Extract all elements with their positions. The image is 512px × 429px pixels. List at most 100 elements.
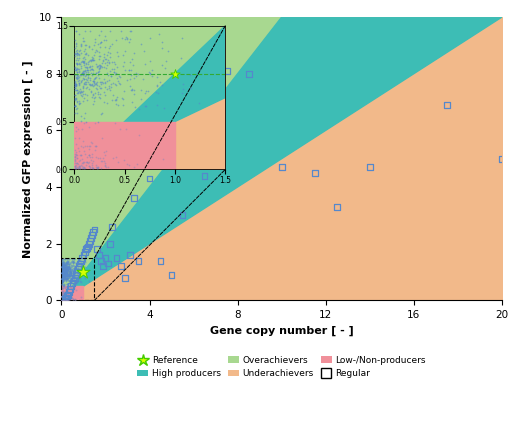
Point (63, 276, 71, 283)
Point (121, 48, 130, 54)
Point (69, 259, 77, 266)
Point (64, 257, 72, 264)
Point (99, 57, 107, 63)
Point (58, 267, 66, 274)
Point (88, 165, 96, 172)
Point (62, 262, 70, 269)
Point (89, 57, 97, 63)
Point (94, 164, 102, 171)
Point (127, 27, 136, 34)
Point (58, 296, 66, 302)
Point (115, 80, 123, 87)
Point (141, 103, 149, 110)
Point (59, 265, 68, 272)
Bar (61, 258, 94, 300)
Point (72, 48, 80, 54)
Point (58, 269, 66, 276)
Point (100, 89, 108, 96)
Point (58, 266, 66, 272)
Point (61, 296, 69, 303)
Point (64, 291, 72, 298)
Point (73, 50, 81, 57)
Point (58, 290, 66, 297)
Point (101, 91, 109, 98)
Point (109, 92, 117, 99)
Point (84, 51, 92, 58)
Point (62, 274, 70, 281)
Point (58, 272, 66, 278)
Point (59, 272, 68, 279)
Point (74, 258, 82, 265)
Point (97, 27, 105, 34)
Point (65, 266, 73, 273)
Point (61, 275, 70, 282)
Point (64, 263, 72, 269)
Point (95, 61, 103, 68)
Point (76, 90, 84, 97)
Point (60, 295, 68, 302)
Point (94, 69, 102, 76)
Point (65, 263, 73, 270)
Point (62, 283, 71, 290)
Point (89, 57, 97, 64)
Point (132, 73, 140, 80)
Point (60, 267, 68, 274)
Point (101, 163, 109, 170)
Point (67, 278, 75, 285)
Point (73, 61, 81, 68)
Point (64, 259, 72, 266)
Point (76, 260, 84, 267)
Point (73, 270, 81, 277)
Point (60, 269, 69, 276)
Point (81, 80, 89, 87)
Point (57, 294, 66, 301)
Point (125, 251, 134, 258)
Point (92, 154, 100, 160)
Point (134, 257, 142, 264)
Point (60, 267, 69, 274)
Point (72, 83, 80, 90)
Point (61, 269, 69, 275)
Point (57, 275, 66, 282)
Point (66, 269, 74, 276)
Point (85, 142, 93, 149)
Point (71, 79, 79, 86)
Point (128, 87, 136, 94)
Point (58, 274, 66, 281)
Point (85, 146, 93, 153)
Point (64, 295, 72, 302)
Point (63, 267, 72, 274)
Point (62, 283, 70, 290)
Point (78, 38, 87, 45)
Point (108, 66, 116, 73)
Point (65, 261, 73, 268)
Point (78, 58, 87, 65)
Point (69, 295, 77, 302)
Point (112, 96, 120, 103)
Point (88, 81, 96, 88)
Point (87, 57, 95, 64)
Point (57, 296, 66, 303)
Point (72, 162, 80, 169)
Point (86, 63, 94, 70)
Point (63, 271, 72, 278)
Point (61, 263, 70, 270)
Point (125, 39, 133, 45)
Point (62, 258, 70, 265)
Point (108, 72, 116, 79)
Point (74, 56, 82, 63)
Point (58, 285, 67, 292)
Point (68, 280, 77, 287)
Point (95, 74, 103, 81)
Point (80, 165, 88, 172)
Point (74, 126, 82, 133)
Point (74, 75, 82, 82)
Point (61, 267, 70, 274)
Point (78, 76, 87, 83)
Point (59, 280, 68, 287)
Point (59, 294, 67, 301)
Point (99, 154, 107, 161)
Point (114, 102, 122, 109)
Point (70, 277, 78, 284)
Point (72, 40, 80, 47)
